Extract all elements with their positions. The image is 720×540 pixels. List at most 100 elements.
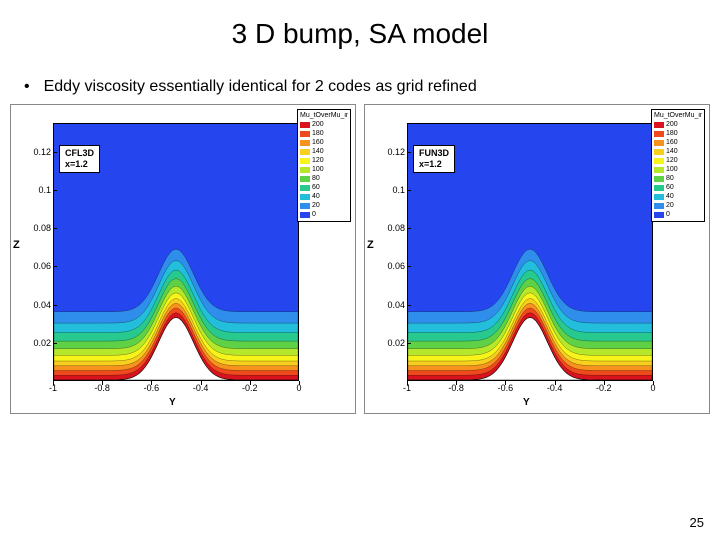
legend-row: 100	[300, 165, 348, 174]
legend-value: 100	[312, 165, 324, 174]
legend-value: 180	[312, 129, 324, 138]
legend-swatch	[654, 122, 664, 128]
ytick-label: 0.08	[21, 223, 51, 233]
legend-swatch	[300, 203, 310, 209]
x-station: x=1.2	[419, 159, 449, 170]
chart-panel-left: 0.020.040.060.080.10.12-1-0.8-0.6-0.4-0.…	[10, 104, 356, 414]
y-axis-label: Y	[523, 397, 530, 408]
legend-value: 40	[312, 192, 320, 201]
bullet-dot: •	[24, 78, 30, 95]
y-axis-label: Y	[169, 397, 176, 408]
page-number: 25	[690, 515, 704, 530]
legend-value: 0	[666, 210, 670, 219]
legend-row: 160	[300, 138, 348, 147]
legend-swatch	[654, 194, 664, 200]
legend-row: 40	[654, 192, 702, 201]
legend-swatch	[654, 212, 664, 218]
legend-value: 60	[666, 183, 674, 192]
legend-title: Mu_tOverMu_inf	[654, 112, 702, 120]
legend-value: 20	[312, 201, 320, 210]
legend-row: 0	[300, 210, 348, 219]
code-info-box: FUN3Dx=1.2	[413, 145, 455, 173]
legend-value: 140	[312, 147, 324, 156]
legend-swatch	[654, 167, 664, 173]
x-station: x=1.2	[65, 159, 94, 170]
ytick-label: 0.02	[375, 338, 405, 348]
legend-value: 80	[666, 174, 674, 183]
chart-panel-right: 0.020.040.060.080.10.12-1-0.8-0.6-0.4-0.…	[364, 104, 710, 414]
legend-swatch	[654, 203, 664, 209]
legend-value: 40	[666, 192, 674, 201]
ytick-label: 0.12	[375, 147, 405, 157]
ytick-label: 0.02	[21, 338, 51, 348]
legend-swatch	[654, 149, 664, 155]
legend-row: 140	[654, 147, 702, 156]
legend-value: 60	[312, 183, 320, 192]
legend-row: 60	[300, 183, 348, 192]
legend-swatch	[300, 122, 310, 128]
legend-value: 100	[666, 165, 678, 174]
legend-value: 200	[312, 120, 324, 129]
legend-row: 200	[654, 120, 702, 129]
ytick-label: 0.08	[375, 223, 405, 233]
legend-swatch	[654, 158, 664, 164]
z-axis-label: Z	[367, 239, 374, 251]
legend-row: 80	[654, 174, 702, 183]
legend-swatch	[300, 167, 310, 173]
legend-swatch	[654, 131, 664, 137]
legend-row: 80	[300, 174, 348, 183]
bullet-text: Eddy viscosity essentially identical for…	[44, 78, 477, 95]
legend-swatch	[300, 158, 310, 164]
legend-value: 120	[666, 156, 678, 165]
legend-value: 160	[312, 138, 324, 147]
ytick-label: 0.1	[375, 185, 405, 195]
legend-swatch	[654, 176, 664, 182]
legend-value: 200	[666, 120, 678, 129]
legend-value: 160	[666, 138, 678, 147]
ytick-label: 0.06	[375, 261, 405, 271]
legend-row: 120	[654, 156, 702, 165]
legend-value: 120	[312, 156, 324, 165]
legend-swatch	[300, 194, 310, 200]
legend-row: 60	[654, 183, 702, 192]
legend-swatch	[300, 131, 310, 137]
bullet-item: • Eddy viscosity essentially identical fo…	[0, 50, 720, 96]
legend-row: 180	[654, 129, 702, 138]
legend-value: 140	[666, 147, 678, 156]
legend-swatch	[300, 140, 310, 146]
legend-swatch	[300, 212, 310, 218]
code-name: FUN3D	[419, 148, 449, 159]
legend-row: 180	[300, 129, 348, 138]
legend-value: 80	[312, 174, 320, 183]
ytick-label: 0.1	[21, 185, 51, 195]
code-name: CFL3D	[65, 148, 94, 159]
legend-swatch	[654, 140, 664, 146]
legend-title: Mu_tOverMu_inf	[300, 112, 348, 120]
legend-value: 20	[666, 201, 674, 210]
legend-row: 20	[654, 201, 702, 210]
legend-row: 140	[300, 147, 348, 156]
ytick-label: 0.12	[21, 147, 51, 157]
legend-box: Mu_tOverMu_inf20018016014012010080604020…	[651, 109, 705, 222]
charts-row: 0.020.040.060.080.10.12-1-0.8-0.6-0.4-0.…	[0, 96, 720, 414]
legend-row: 0	[654, 210, 702, 219]
legend-row: 100	[654, 165, 702, 174]
legend-row: 200	[300, 120, 348, 129]
legend-swatch	[654, 185, 664, 191]
legend-row: 160	[654, 138, 702, 147]
legend-swatch	[300, 176, 310, 182]
ytick-label: 0.04	[21, 300, 51, 310]
legend-row: 20	[300, 201, 348, 210]
legend-value: 180	[666, 129, 678, 138]
ytick-label: 0.06	[21, 261, 51, 271]
legend-swatch	[300, 149, 310, 155]
page-title: 3 D bump, SA model	[0, 0, 720, 50]
legend-swatch	[300, 185, 310, 191]
legend-value: 0	[312, 210, 316, 219]
legend-row: 40	[300, 192, 348, 201]
ytick-label: 0.04	[375, 300, 405, 310]
z-axis-label: Z	[13, 239, 20, 251]
code-info-box: CFL3Dx=1.2	[59, 145, 100, 173]
legend-row: 120	[300, 156, 348, 165]
legend-box: Mu_tOverMu_inf20018016014012010080604020…	[297, 109, 351, 222]
